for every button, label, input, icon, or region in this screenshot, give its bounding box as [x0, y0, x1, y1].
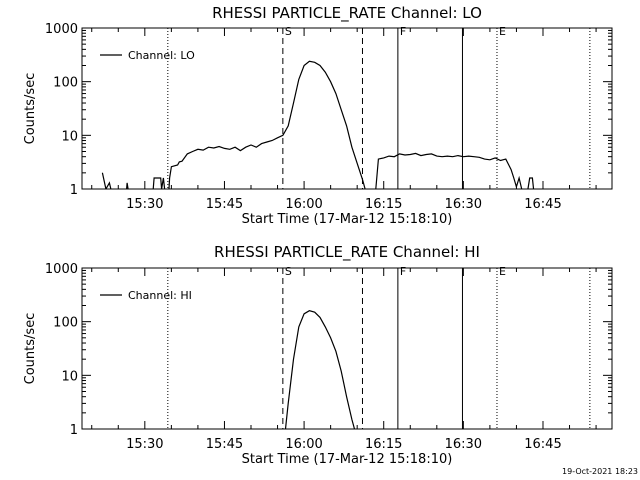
event-marker-label: S	[285, 265, 292, 278]
y-tick-label: 1000	[45, 262, 78, 277]
y-tick-label: 1000	[45, 22, 78, 37]
x-tick-label: 15:30	[126, 437, 163, 452]
event-marker-label: S	[285, 25, 292, 38]
x-tick-label: 15:30	[126, 197, 163, 212]
legend-entry: Channel: LO	[128, 49, 195, 62]
x-tick-label: 16:45	[524, 197, 561, 212]
x-axis-label: Start Time (17-Mar-12 15:18:10)	[242, 212, 453, 227]
plot-frame	[81, 27, 613, 190]
y-tick-label: 100	[53, 76, 78, 91]
x-tick-label: 16:15	[365, 437, 402, 452]
event-marker-label: E	[499, 25, 506, 38]
y-tick-label: 1	[70, 423, 78, 438]
x-tick-label: 16:30	[445, 197, 482, 212]
event-marker-label: F	[400, 25, 406, 38]
y-axis-label: Counts/sec	[23, 313, 38, 385]
legend-entry: Channel: HI	[128, 289, 192, 302]
series-line	[101, 60, 535, 189]
event-marker-label: F	[400, 265, 406, 278]
y-tick-label: 10	[61, 369, 78, 384]
x-tick-label: 15:45	[206, 437, 243, 452]
footer-timestamp: 19-Oct-2021 18:23	[562, 467, 638, 476]
plot-frame	[81, 267, 613, 430]
y-tick-label: 1	[70, 183, 78, 198]
y-tick-label: 10	[61, 129, 78, 144]
y-axis-label: Counts/sec	[23, 73, 38, 145]
x-axis-label: Start Time (17-Mar-12 15:18:10)	[242, 452, 453, 467]
panel-hi: RHESSI PARTICLE_RATE Channel: HI S F E 1 10 10…	[23, 243, 613, 467]
series-line	[284, 310, 356, 429]
x-tick-label: 16:45	[524, 437, 561, 452]
chart-title: RHESSI PARTICLE_RATE Channel: HI	[214, 243, 480, 262]
x-tick-label: 15:45	[206, 197, 243, 212]
chart-title: RHESSI PARTICLE_RATE Channel: LO	[212, 4, 482, 23]
x-tick-label: 16:00	[285, 197, 322, 212]
panel-lo: RHESSI PARTICLE_RATE Channel: LO S F E 1 10 10…	[23, 4, 613, 227]
y-tick-label: 100	[53, 316, 78, 331]
x-tick-label: 16:30	[445, 437, 482, 452]
x-tick-label: 16:15	[365, 197, 402, 212]
x-tick-label: 16:00	[285, 437, 322, 452]
event-marker-label: E	[499, 265, 506, 278]
